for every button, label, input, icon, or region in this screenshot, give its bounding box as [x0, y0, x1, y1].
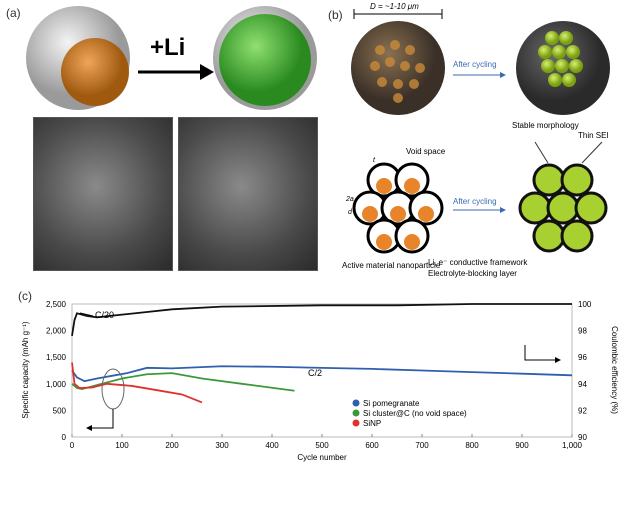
legend-entry: SiNP [363, 419, 381, 428]
stable-morphology-label: Stable morphology [512, 121, 579, 130]
series-line-1 [71, 372, 295, 392]
x-tick-label: 800 [465, 441, 479, 450]
legend-marker [352, 419, 360, 427]
x-tick-label: 200 [165, 441, 179, 450]
y-tick-label: 2,500 [46, 300, 67, 309]
framework-label: Li, e⁻ conductive framework [428, 258, 528, 267]
legend-entry: Si pomegranate [363, 399, 420, 408]
series-line-0 [71, 365, 573, 383]
series-line-2 [71, 362, 203, 404]
legend-marker [352, 409, 360, 417]
x-tick-label: 100 [115, 441, 129, 450]
y-axis-label: Specific capacity (mAh g⁻¹) [21, 321, 30, 418]
silicon-core [61, 38, 129, 106]
2a-label: 2a [345, 196, 354, 203]
y-tick-label: 0 [62, 433, 67, 442]
left-axis-arrow [92, 409, 114, 429]
y2-axis-label: Coulombic efficiency (%) [610, 326, 619, 414]
after-cycling-label-2: After cycling [453, 197, 497, 206]
x-axis-label: Cycle number [297, 453, 347, 462]
reaction-label: +Li [150, 34, 185, 61]
y2-tick-label: 100 [578, 300, 592, 309]
right-axis-arrow [524, 345, 555, 361]
lithiation-schematic: +Li [26, 6, 317, 110]
x-tick-label: 700 [415, 441, 429, 450]
d-label: d [348, 209, 353, 216]
pomegranate-schematic: D = ~1-10 μm After cycling Stable morpho… [342, 2, 610, 278]
y-tick-label: 1,000 [46, 380, 67, 389]
y2-tick-label: 96 [578, 353, 587, 362]
legend-marker [352, 399, 360, 407]
x-tick-label: 600 [365, 441, 379, 450]
x-tick-label: 400 [265, 441, 279, 450]
pomegranate-particle [351, 21, 445, 115]
tem-image-before [33, 117, 173, 271]
cycled-cells [518, 163, 608, 253]
t-label: t [373, 157, 376, 164]
blocking-layer-label: Electrolyte-blocking layer [428, 269, 517, 278]
y-tick-label: 1,500 [46, 353, 67, 362]
panel-c-label: (c) [18, 289, 32, 303]
tem-image-after [178, 117, 318, 271]
cycling-chart: 0 100 200 300 400 500 600 700 800 900 1,000 0 500 1,0… [21, 300, 619, 462]
panel-a-label: (a) [6, 6, 21, 20]
x-tick-label: 0 [70, 441, 75, 450]
c20-annotation: C/20 [95, 310, 114, 320]
panel-b-label: (b) [328, 8, 343, 22]
x-tick-label: 1,000 [562, 441, 583, 450]
y2-tick-label: 98 [578, 327, 587, 336]
active-material-label: Active material nanoparticle [342, 261, 441, 270]
x-tick-label: 500 [315, 441, 329, 450]
x-tick-label: 900 [515, 441, 529, 450]
diameter-label: D = ~1-10 μm [370, 2, 419, 11]
legend-entry: Si cluster@C (no void space) [363, 409, 467, 418]
lithiated-core [219, 14, 311, 106]
y2-tick-label: 92 [578, 406, 587, 415]
y2-tick-label: 90 [578, 433, 587, 442]
series-line-3 [71, 303, 572, 337]
y-tick-label: 500 [53, 406, 67, 415]
x-tick-label: 300 [215, 441, 229, 450]
y2-tick-label: 94 [578, 380, 587, 389]
thin-sei-label: Thin SEI [578, 131, 609, 140]
y-tick-label: 2,000 [46, 327, 67, 336]
after-cycling-label-1: After cycling [453, 60, 497, 69]
c2-annotation: C/2 [308, 368, 322, 378]
void-space-label: Void space [406, 147, 446, 156]
